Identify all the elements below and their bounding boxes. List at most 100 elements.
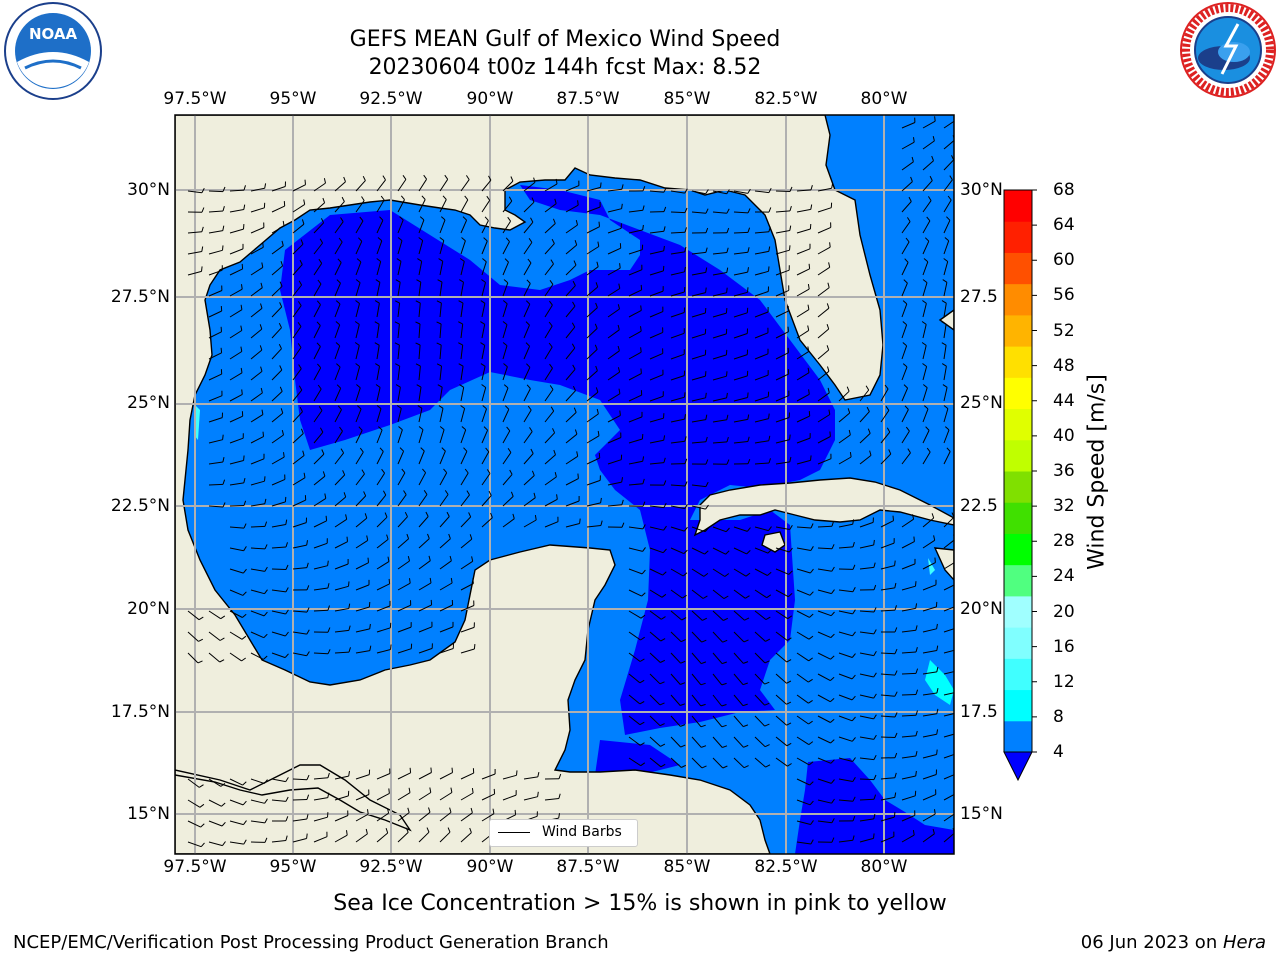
wind-barb-flag (849, 452, 852, 458)
wind-barb-flag (572, 385, 576, 391)
wind-barb-flag (827, 366, 830, 372)
wind-barb-flag (263, 655, 268, 660)
wind-barb-flag (726, 371, 728, 377)
wind-barb (649, 439, 664, 444)
wind-barb-flag (726, 459, 730, 465)
wind-barb (208, 269, 223, 276)
wind-barb (418, 811, 431, 822)
wind-barb (187, 270, 202, 276)
wind-barb-flag (743, 661, 749, 664)
wind-barb (292, 264, 303, 276)
wind-barb (922, 584, 937, 591)
wind-barb (565, 455, 578, 465)
wind-barb (397, 516, 408, 528)
wind-barb (712, 397, 727, 402)
wind-barb (838, 799, 853, 802)
wind-barb-flag (956, 788, 957, 793)
wind-barb (922, 692, 937, 696)
wind-barb-flag (197, 660, 203, 664)
wind-barb-flag (831, 521, 834, 527)
wind-barb (271, 245, 284, 255)
wind-barb-flag (941, 363, 947, 367)
wind-barb-flag (531, 197, 535, 203)
wind-barb-flag (264, 589, 268, 595)
wind-barb-flag (902, 300, 908, 305)
wind-barb-flag (936, 623, 938, 629)
wind-barb-flag (659, 681, 665, 685)
wind-barb (334, 563, 349, 570)
wind-barb (439, 560, 452, 570)
wind-barb (250, 436, 264, 444)
wind-barb (838, 456, 852, 465)
wind-barb-flag (747, 208, 751, 214)
wind-barb (817, 226, 832, 234)
wind-barb (922, 366, 928, 381)
wind-barb (376, 345, 380, 360)
wind-barb (922, 813, 936, 822)
wind-barb (607, 350, 620, 360)
wind-barb-flag (240, 304, 243, 310)
wind-barb-flag (259, 345, 263, 351)
wind-barb (502, 241, 510, 255)
wind-barb-flag (327, 772, 330, 778)
wind-barb-flag (201, 207, 205, 213)
wind-barb (376, 324, 380, 339)
wind-barb-flag (866, 406, 870, 412)
wind-barb (313, 520, 327, 528)
wind-barb-flag (595, 282, 599, 288)
wind-barb-flag (933, 535, 936, 541)
wind-barb-flag (830, 611, 835, 617)
wind-barb-flag (873, 651, 877, 656)
wind-barb (922, 671, 937, 675)
wind-barb-flag (747, 267, 749, 273)
wind-barb-flag (663, 480, 667, 486)
wind-barb (439, 472, 448, 486)
wind-barb (250, 349, 263, 360)
wind-barb-flag (220, 783, 226, 787)
colorbar-segment (1004, 689, 1032, 722)
wind-barb-flag (745, 572, 751, 577)
wind-barb (271, 799, 286, 802)
wind-barb (271, 652, 286, 659)
lon-label-bottom: 85°W (663, 857, 711, 877)
map-subtitle: 20230604 t00z 144h fcst Max: 8.52 (368, 55, 762, 80)
wind-barb-flag (894, 605, 897, 611)
wind-barb-flag (641, 592, 646, 597)
wind-barb (607, 481, 622, 486)
wind-barb-flag (810, 820, 814, 825)
wind-barb (649, 736, 661, 747)
wind-barb-flag (663, 525, 667, 531)
wind-barb (460, 648, 475, 654)
wind-barb (376, 282, 381, 297)
lon-label-top: 80°W (860, 89, 908, 109)
wind-barb (208, 439, 223, 444)
wind-barb-flag (346, 830, 348, 836)
wind-barb (817, 436, 831, 444)
wind-barb-flag (461, 426, 467, 431)
wind-barb (733, 271, 748, 276)
wind-barb-flag (363, 491, 367, 497)
wind-barb (229, 248, 244, 255)
wind-barb-flag (260, 387, 263, 394)
wind-barb (355, 200, 365, 213)
wind-barb (334, 303, 341, 318)
wind-barb-flag (319, 238, 324, 244)
wind-barb-flag (594, 323, 598, 329)
wind-barb-flag (934, 809, 936, 815)
wind-barb (418, 494, 428, 507)
wind-barb-flag (367, 809, 369, 815)
wind-barb-flag (483, 237, 488, 242)
wind-barb (838, 736, 853, 742)
wind-barb (376, 387, 381, 402)
wind-barb-flag (786, 637, 792, 641)
wind-barb (439, 303, 442, 318)
wind-barb-flag (831, 798, 835, 804)
wind-barb (859, 631, 874, 635)
wind-barb (670, 526, 685, 532)
wind-barb-flag (264, 818, 268, 824)
wind-barb (502, 474, 513, 486)
wind-barb (208, 290, 223, 297)
wind-barb-flag (346, 536, 348, 542)
wind-barb-flag (936, 708, 939, 714)
wind-barb-flag (767, 571, 772, 576)
